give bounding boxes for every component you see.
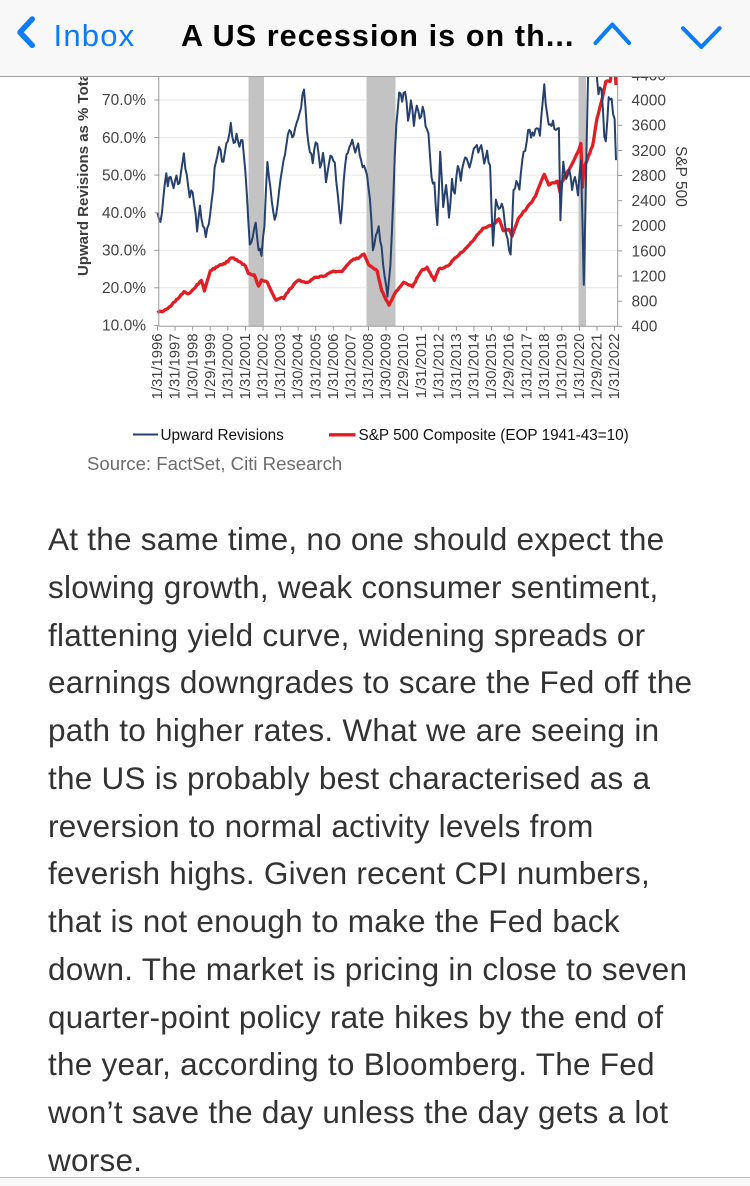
svg-text:1/31/2022: 1/31/2022 (607, 334, 623, 400)
svg-text:1/31/2008: 1/31/2008 (361, 334, 377, 400)
svg-text:Upward Revisions: Upward Revisions (161, 427, 285, 444)
svg-text:1/30/2009: 1/30/2009 (379, 334, 395, 400)
svg-text:1/29/2010: 1/29/2010 (396, 334, 412, 400)
svg-text:30.0%: 30.0% (102, 243, 146, 260)
svg-text:1/29/2016: 1/29/2016 (502, 334, 518, 400)
svg-text:20.0%: 20.0% (102, 280, 146, 297)
svg-text:1/31/1996: 1/31/1996 (150, 334, 166, 400)
svg-text:1/31/2018: 1/31/2018 (537, 334, 553, 400)
svg-text:1/30/2015: 1/30/2015 (484, 334, 500, 400)
svg-text:1/31/2003: 1/31/2003 (273, 334, 289, 400)
svg-text:1/31/2000: 1/31/2000 (220, 334, 236, 400)
svg-text:1/31/2006: 1/31/2006 (326, 334, 342, 400)
svg-text:60.0%: 60.0% (102, 130, 146, 147)
svg-text:1/31/2012: 1/31/2012 (431, 334, 447, 400)
svg-text:1/29/2021: 1/29/2021 (590, 334, 606, 400)
svg-text:3600: 3600 (632, 118, 667, 135)
svg-text:1/30/2004: 1/30/2004 (291, 334, 307, 400)
svg-text:1/31/2020: 1/31/2020 (572, 334, 588, 400)
svg-text:3200: 3200 (632, 143, 667, 160)
svg-text:1/31/2011: 1/31/2011 (414, 334, 430, 399)
svg-text:1/31/2019: 1/31/2019 (554, 334, 570, 400)
svg-text:1/30/1998: 1/30/1998 (185, 334, 201, 400)
svg-text:Source: FactSet, Citi Research: Source: FactSet, Citi Research (87, 453, 342, 474)
svg-text:S&P 500: S&P 500 (672, 146, 689, 207)
svg-text:1/29/1999: 1/29/1999 (203, 334, 219, 400)
svg-text:800: 800 (632, 294, 658, 311)
svg-text:40.0%: 40.0% (102, 205, 146, 222)
svg-text:2800: 2800 (632, 168, 667, 185)
svg-text:1/31/2002: 1/31/2002 (256, 334, 272, 400)
svg-text:1600: 1600 (632, 243, 667, 260)
svg-text:S&P 500 Composite (EOP 1941-43: S&P 500 Composite (EOP 1941-43=10) (359, 427, 629, 444)
svg-text:1/31/2007: 1/31/2007 (344, 334, 360, 400)
svg-text:70.0%: 70.0% (102, 92, 146, 109)
svg-text:1200: 1200 (632, 268, 667, 285)
svg-text:1/31/1997: 1/31/1997 (168, 334, 184, 400)
svg-text:1/31/2014: 1/31/2014 (467, 334, 483, 400)
svg-text:2400: 2400 (632, 193, 667, 210)
svg-text:10.0%: 10.0% (102, 318, 146, 335)
svg-text:1/31/2001: 1/31/2001 (238, 334, 254, 400)
svg-text:4000: 4000 (632, 93, 667, 110)
svg-text:50.0%: 50.0% (102, 167, 146, 184)
svg-text:1/31/2005: 1/31/2005 (308, 334, 324, 400)
svg-text:1/31/2017: 1/31/2017 (519, 334, 535, 400)
svg-text:2000: 2000 (632, 218, 667, 235)
svg-text:Upward Revisions as % Total: Upward Revisions as % Total (75, 69, 92, 276)
svg-text:400: 400 (632, 319, 658, 336)
svg-text:1/31/2013: 1/31/2013 (449, 334, 465, 400)
